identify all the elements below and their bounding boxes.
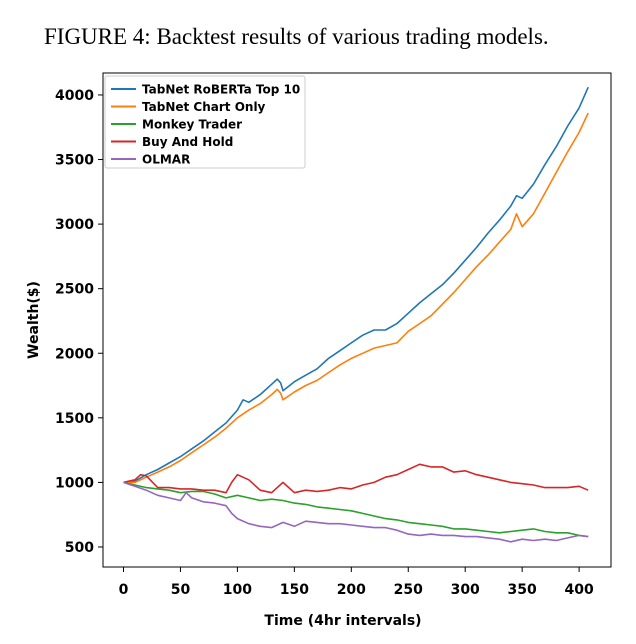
y-tick-label: 2500 [55, 282, 94, 298]
plot-frame [102, 72, 612, 568]
y-tick-label: 500 [65, 540, 94, 556]
legend-label-4: OLMAR [142, 153, 190, 167]
y-axis-title: Wealth($) [26, 281, 42, 359]
plot-area [123, 86, 589, 543]
x-tick-label: 300 [451, 582, 480, 598]
x-axis-title: Time (4hr intervals) [264, 613, 421, 629]
x-tick-label: 200 [337, 582, 366, 598]
y-tick-label: 1000 [55, 475, 94, 491]
legend-label-1: TabNet Chart Only [142, 100, 266, 114]
y-tick-label: 1500 [55, 411, 94, 427]
x-tick-label: 250 [394, 582, 423, 598]
y-axis: 500 1000 1500 2000 2500 3000 3500 4000 [55, 88, 103, 556]
y-tick-label: 2000 [55, 346, 94, 362]
y-tick-label: 4000 [55, 88, 94, 104]
legend-label-2: Monkey Trader [142, 118, 242, 132]
series-line-3 [123, 463, 589, 494]
x-tick-label: 350 [508, 582, 537, 598]
y-tick-label: 3500 [55, 153, 94, 169]
x-tick-label: 400 [564, 582, 593, 598]
series-line-2 [123, 481, 589, 538]
legend-frame [104, 75, 306, 169]
x-axis: 0 50 100 150 200 250 300 350 400 [119, 567, 594, 598]
x-tick-label: 0 [119, 582, 129, 598]
series-line-0 [123, 86, 589, 484]
x-tick-label: 50 [171, 582, 191, 598]
legend-label-0: TabNet RoBERTa Top 10 [142, 83, 300, 97]
y-tick-label: 3000 [55, 217, 94, 233]
x-tick-label: 150 [280, 582, 309, 598]
figure-caption: FIGURE 4: Backtest results of various tr… [44, 24, 549, 49]
legend: TabNet RoBERTa Top 10 TabNet Chart Only Mo… [104, 75, 306, 169]
series-line-1 [123, 112, 589, 484]
series-line-4 [123, 481, 589, 543]
legend-label-3: Buy And Hold [142, 135, 233, 149]
x-tick-label: 100 [223, 582, 252, 598]
